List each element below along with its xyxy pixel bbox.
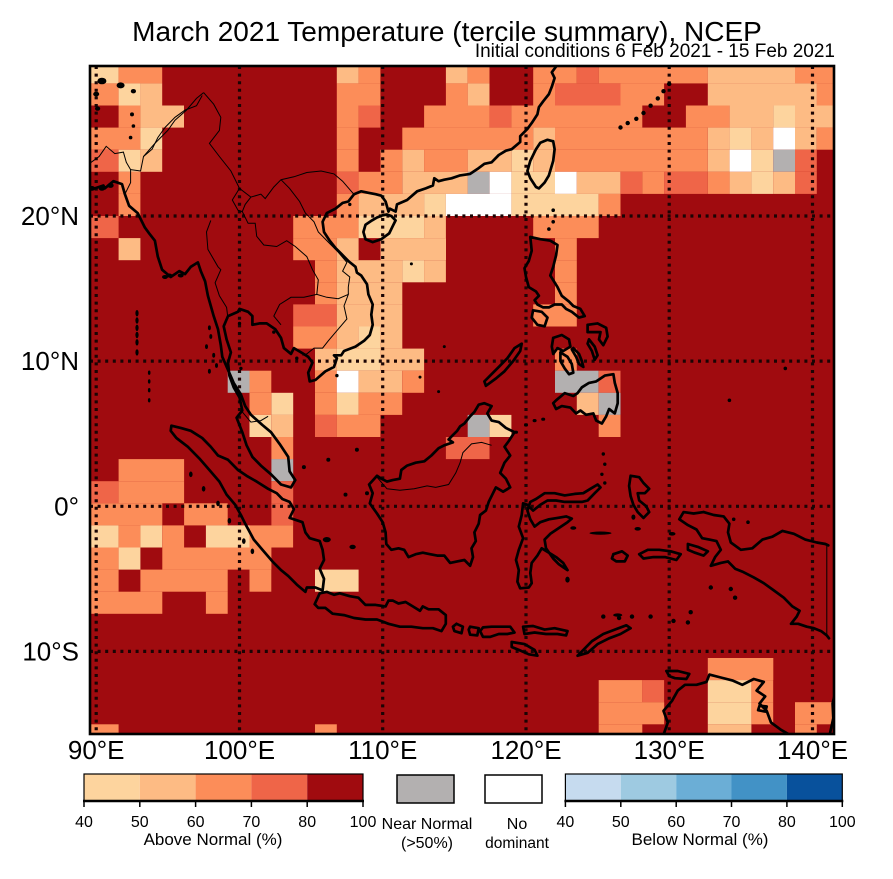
- svg-text:100: 100: [829, 814, 856, 831]
- svg-text:10°N: 10°N: [21, 346, 79, 376]
- svg-text:Above Normal (%): Above Normal (%): [144, 830, 283, 849]
- svg-text:20°N: 20°N: [21, 201, 79, 231]
- svg-text:50: 50: [131, 814, 149, 831]
- svg-text:100: 100: [350, 814, 377, 831]
- svg-text:0°: 0°: [54, 491, 79, 521]
- svg-text:50: 50: [612, 814, 630, 831]
- svg-text:70: 70: [723, 814, 741, 831]
- svg-text:140°E: 140°E: [777, 735, 848, 765]
- svg-text:10°S: 10°S: [22, 636, 79, 666]
- svg-text:Near Normal: Near Normal: [382, 816, 473, 833]
- svg-text:Below Normal (%): Below Normal (%): [632, 830, 769, 849]
- svg-text:40: 40: [557, 814, 575, 831]
- svg-text:130°E: 130°E: [634, 735, 705, 765]
- svg-text:90°E: 90°E: [68, 735, 125, 765]
- svg-text:70: 70: [243, 814, 261, 831]
- svg-text:80: 80: [778, 814, 796, 831]
- svg-text:120°E: 120°E: [490, 735, 561, 765]
- svg-text:(>50%): (>50%): [401, 835, 453, 852]
- svg-text:60: 60: [187, 814, 205, 831]
- svg-text:100°E: 100°E: [204, 735, 275, 765]
- svg-text:60: 60: [667, 814, 685, 831]
- svg-text:110°E: 110°E: [348, 735, 417, 765]
- svg-text:March 2021 Temperature (tercil: March 2021 Temperature (tercile summary)…: [132, 16, 762, 47]
- svg-text:Initial conditions 6 Feb 2021: Initial conditions 6 Feb 2021 - 15 Feb 2…: [475, 41, 835, 62]
- svg-text:40: 40: [75, 814, 93, 831]
- svg-text:No: No: [507, 816, 528, 833]
- svg-text:80: 80: [298, 814, 316, 831]
- svg-text:dominant: dominant: [485, 835, 549, 852]
